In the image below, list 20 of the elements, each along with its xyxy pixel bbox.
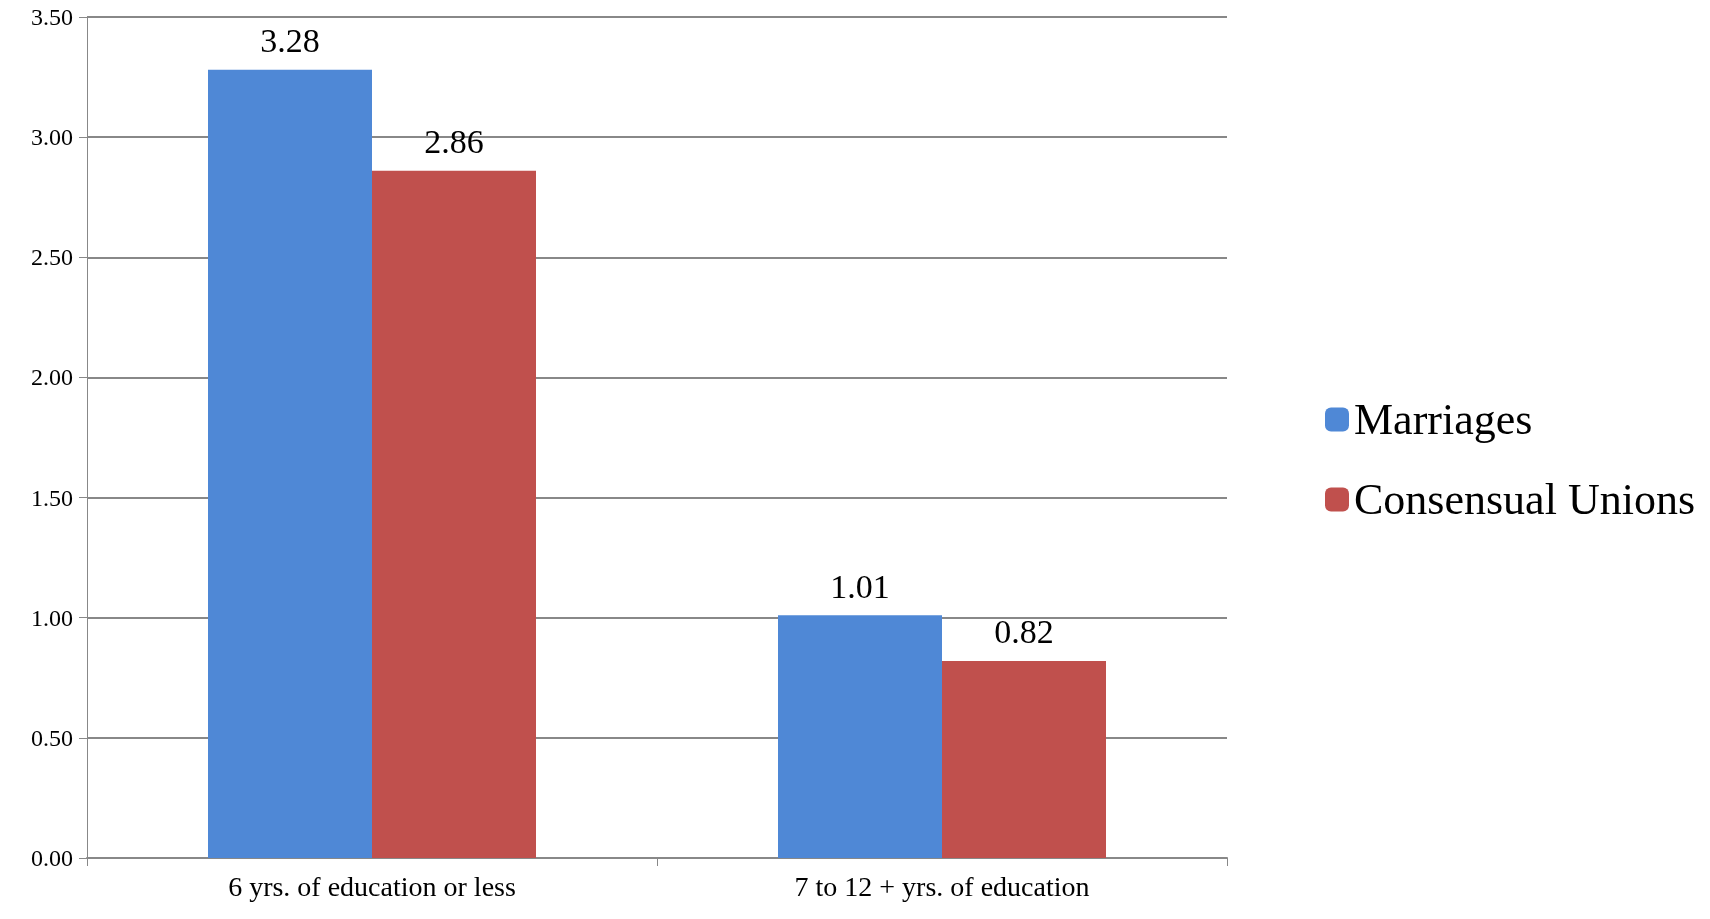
y-tick-label: 3.50 — [31, 4, 73, 30]
x-tick-label: 7 to 12 + yrs. of education — [794, 870, 1090, 902]
y-tick-label: 1.00 — [31, 604, 73, 631]
y-tick-label: 1.50 — [31, 484, 73, 511]
y-tick-label: 2.00 — [31, 364, 73, 391]
y-tick-label: 0.00 — [31, 845, 73, 871]
bar — [372, 170, 536, 858]
bar — [208, 69, 372, 858]
bar — [942, 660, 1106, 858]
y-tick-label: 0.50 — [31, 724, 73, 751]
bar — [778, 615, 942, 858]
data-label: 3.28 — [260, 22, 320, 60]
y-tick-label: 3.00 — [31, 124, 73, 151]
y-tick-label: 2.50 — [31, 244, 73, 271]
data-label: 1.01 — [830, 567, 890, 605]
x-tick-label: 6 yrs. of education or less — [228, 870, 516, 902]
data-label: 0.82 — [994, 613, 1054, 651]
legend-label: Marriages — [1354, 395, 1533, 444]
legend-label: Consensual Unions — [1354, 475, 1695, 524]
data-label: 2.86 — [424, 123, 484, 161]
